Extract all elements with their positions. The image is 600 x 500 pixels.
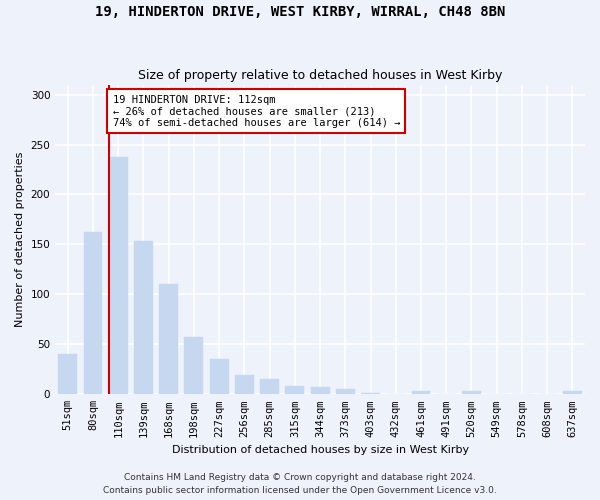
Bar xyxy=(412,392,430,394)
Bar xyxy=(286,386,304,394)
Bar xyxy=(109,158,128,394)
Bar xyxy=(336,390,355,394)
Bar xyxy=(235,376,254,394)
Bar xyxy=(184,338,203,394)
Bar xyxy=(563,392,582,394)
Bar xyxy=(210,360,229,394)
Bar xyxy=(462,392,481,394)
Y-axis label: Number of detached properties: Number of detached properties xyxy=(15,152,25,327)
Text: 19, HINDERTON DRIVE, WEST KIRBY, WIRRAL, CH48 8BN: 19, HINDERTON DRIVE, WEST KIRBY, WIRRAL,… xyxy=(95,5,505,19)
Bar xyxy=(83,232,103,394)
Bar xyxy=(260,380,279,394)
Bar xyxy=(311,388,329,394)
Bar xyxy=(134,242,153,394)
Title: Size of property relative to detached houses in West Kirby: Size of property relative to detached ho… xyxy=(138,69,502,82)
X-axis label: Distribution of detached houses by size in West Kirby: Distribution of detached houses by size … xyxy=(172,445,469,455)
Text: 19 HINDERTON DRIVE: 112sqm
← 26% of detached houses are smaller (213)
74% of sem: 19 HINDERTON DRIVE: 112sqm ← 26% of deta… xyxy=(113,94,400,128)
Bar xyxy=(159,284,178,395)
Text: Contains HM Land Registry data © Crown copyright and database right 2024.
Contai: Contains HM Land Registry data © Crown c… xyxy=(103,474,497,495)
Bar xyxy=(58,354,77,395)
